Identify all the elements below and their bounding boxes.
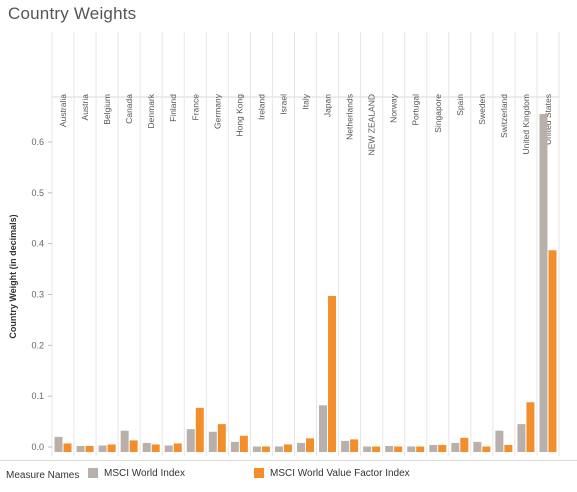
- category-label: Norway: [389, 93, 399, 123]
- legend-swatch: [88, 468, 98, 478]
- bar: [63, 443, 72, 452]
- y-tick-label: 0.4: [31, 239, 44, 249]
- bar: [548, 250, 557, 452]
- category-label: Germany: [212, 93, 222, 129]
- category-label: France: [190, 94, 200, 121]
- category-label: Israel: [278, 94, 288, 115]
- category-label: Netherlands: [345, 94, 355, 140]
- category-label: NEW ZEALAND: [367, 94, 377, 155]
- bar: [429, 444, 438, 452]
- bar: [385, 445, 394, 452]
- legend-label: MSCI World Index: [104, 467, 185, 479]
- bar: [85, 445, 94, 452]
- bar: [350, 439, 359, 452]
- bar: [539, 114, 548, 453]
- bar: [319, 405, 328, 452]
- bar: [283, 444, 292, 452]
- bar: [239, 435, 248, 452]
- category-label: Canada: [124, 94, 134, 124]
- bar: [76, 445, 85, 452]
- bar: [341, 440, 350, 452]
- bar: [120, 430, 129, 452]
- bar: [173, 443, 182, 452]
- bar: [230, 441, 239, 452]
- category-label: Switzerland: [499, 94, 509, 138]
- category-label: Japan: [323, 94, 333, 117]
- y-tick-label: 0.2: [31, 340, 44, 350]
- bar: [129, 440, 138, 452]
- bar: [297, 442, 305, 452]
- bar: [195, 407, 204, 452]
- bar: [482, 446, 491, 452]
- y-tick-label: 0.0: [31, 442, 44, 452]
- bar: [261, 446, 270, 452]
- y-tick-label: 0.5: [31, 188, 44, 198]
- category-label: United States: [543, 94, 553, 145]
- bar: [407, 446, 416, 452]
- bar: [517, 424, 526, 452]
- category-label: Belgium: [102, 94, 112, 125]
- bar: [394, 446, 403, 452]
- chart-title: Country Weights: [8, 4, 137, 23]
- legend: Measure Names MSCI World Index MSCI Worl…: [0, 460, 577, 492]
- bar: [416, 446, 425, 452]
- legend-swatch: [254, 468, 264, 478]
- category-label: Ireland: [256, 94, 266, 120]
- legend-item-msci-world[interactable]: MSCI World Index: [88, 466, 185, 480]
- category-label: Italy: [301, 93, 311, 109]
- y-axis-title: Country Weight (in decimals): [8, 214, 18, 338]
- bar: [54, 436, 63, 452]
- bar: [504, 444, 513, 452]
- y-tick-label: 0.6: [31, 137, 44, 147]
- category-label: Spain: [455, 94, 465, 116]
- legend-item-msci-value[interactable]: MSCI World Value Factor Index: [254, 466, 410, 480]
- category-label: Denmark: [146, 93, 156, 128]
- bar: [164, 445, 173, 452]
- bar: [274, 446, 283, 452]
- legend-title: Measure Names: [6, 470, 80, 481]
- bar: [98, 445, 107, 452]
- bar: [372, 446, 381, 452]
- bar: [460, 437, 469, 452]
- bar: [451, 442, 460, 452]
- legend-label: MSCI World Value Factor Index: [270, 467, 410, 479]
- bar: [495, 430, 504, 452]
- category-label: Finland: [168, 94, 178, 122]
- category-label: United Kingdom: [521, 94, 531, 154]
- bar: [186, 429, 195, 452]
- category-label: Sweden: [477, 94, 487, 125]
- category-label: Australia: [58, 94, 68, 127]
- bar: [306, 438, 314, 452]
- bar: [107, 444, 116, 452]
- bar: [363, 446, 372, 452]
- category-label: Austria: [80, 94, 90, 121]
- bar: [208, 431, 217, 452]
- y-tick-label: 0.3: [31, 290, 44, 300]
- category-label: Singapore: [433, 94, 443, 133]
- category-label: Hong Kong: [234, 94, 244, 137]
- y-tick-label: 0.1: [31, 391, 44, 401]
- bar: [438, 444, 447, 452]
- bar: [151, 444, 160, 452]
- bar: [252, 446, 261, 452]
- bar: [142, 442, 151, 452]
- bar: [328, 296, 337, 452]
- bar: [217, 424, 226, 452]
- bar: [526, 402, 535, 452]
- bar: [473, 441, 482, 452]
- category-label: Portugal: [411, 94, 421, 126]
